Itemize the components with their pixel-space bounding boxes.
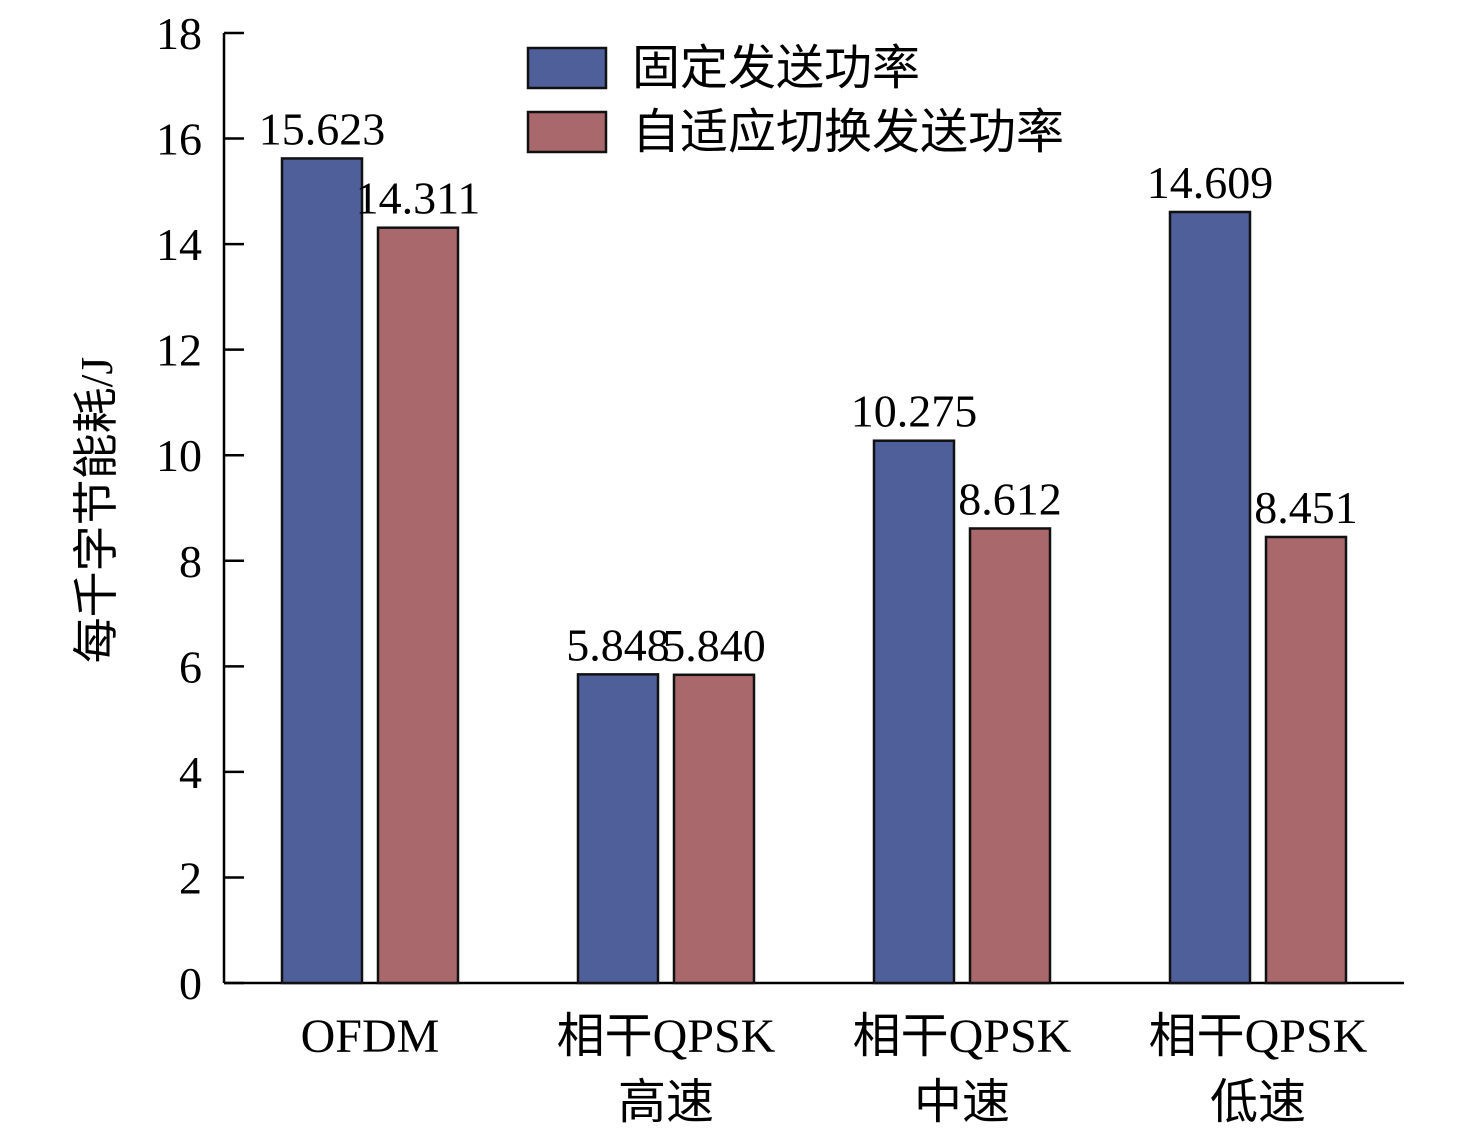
bar-adaptive-0 [376,226,460,985]
data-label: 15.623 [259,103,386,154]
legend-label-fixed: 固定发送功率 [632,42,920,95]
data-label: 5.840 [662,620,766,671]
bar-fixed-1 [576,673,660,985]
data-label: 14.311 [356,173,481,224]
y-tick-label: 4 [179,747,202,798]
data-label: 8.612 [958,473,1062,524]
legend-swatch-adaptive [526,110,608,154]
y-tick-label: 2 [179,852,202,903]
y-axis-title: 每千字节能耗/J [71,357,122,664]
bar-fixed-0 [280,157,364,985]
bar-adaptive-1 [672,673,756,985]
y-tick-label: 14 [156,219,202,270]
x-category-label: 中速 [914,1076,1010,1129]
bar-fixed-3 [1168,210,1252,985]
legend-swatch-fixed [526,46,608,90]
data-label: 10.275 [851,386,978,437]
bar-fixed-2 [872,439,956,985]
x-category-label: 高速 [618,1076,714,1129]
legend-label-adaptive: 自适应切换发送功率 [632,106,1064,159]
data-label: 8.451 [1254,482,1358,533]
x-category-label: 相干QPSK [853,1010,1072,1063]
data-label: 5.848 [566,619,670,670]
y-tick-label: 6 [179,641,202,692]
y-tick-label: 18 [156,8,202,59]
data-label: 14.609 [1147,157,1274,208]
y-tick-label: 12 [156,325,202,376]
x-category-label: 低速 [1210,1076,1306,1129]
y-tick-label: 0 [179,958,202,1009]
x-category-label: 相干QPSK [557,1010,776,1063]
y-tick-label: 16 [156,114,202,165]
x-category-label: 相干QPSK [1149,1010,1368,1063]
x-category-label: OFDM [301,1010,440,1063]
plot-area: 0 2 4 6 8 10 12 14 16 18 15.623 5.848 10.275 14.609 14… [156,8,1404,1129]
y-tick-label: 10 [156,430,202,481]
y-tick-label: 8 [179,536,202,587]
bar-adaptive-2 [968,527,1052,985]
bar-adaptive-3 [1264,535,1348,985]
